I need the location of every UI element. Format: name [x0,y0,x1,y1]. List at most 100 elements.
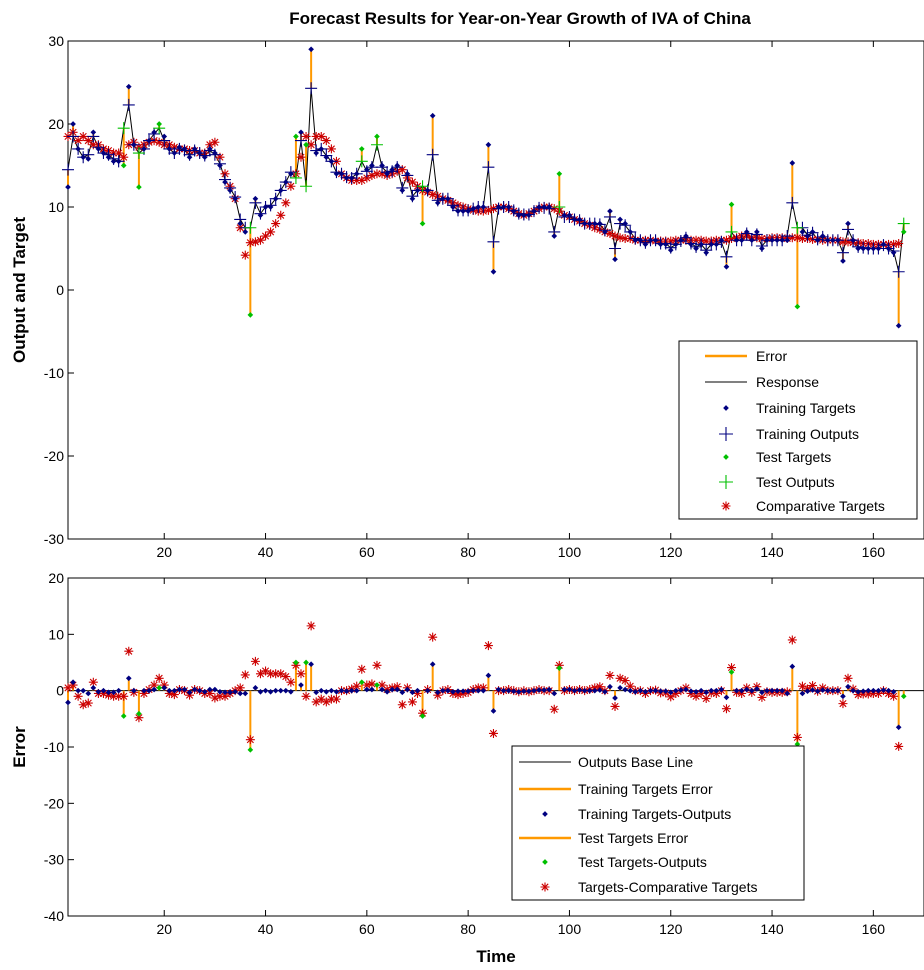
training-error-point [515,688,522,695]
test-error-point [303,659,309,666]
training-target-point [105,154,112,161]
training-error-point [445,687,451,694]
legend-outputs-base-line: Outputs Base Line [578,754,693,770]
training-target-point [450,204,456,210]
comparative-target-point [620,234,630,244]
comparative-target-point [114,148,124,158]
comparative-error-point [321,697,331,707]
training-error-point [662,688,669,695]
training-error-point [75,687,81,694]
comparative-error-point [88,677,98,687]
training-error-point [505,687,512,694]
comparative-error-point [124,646,134,656]
comparative-target-point [326,144,336,154]
training-target-point [490,268,497,275]
test-output-point [897,217,910,230]
training-target-point [870,245,877,252]
y-tick-label: 20 [48,116,64,132]
test-output-point [289,171,302,184]
training-target-point [470,205,477,212]
training-target-point [414,187,421,194]
y-tick-label: 10 [48,626,64,642]
training-error-point [343,688,350,695]
training-target-point [642,241,649,248]
y-tick-label: 30 [48,33,64,49]
training-output-point [305,82,318,95]
training-error-point [439,687,446,694]
training-error-point [206,686,213,693]
comparative-error-point [377,680,387,690]
x-tick-label: 80 [460,921,476,937]
comparative-target-point [397,165,407,175]
comparative-error-point [792,732,802,742]
training-target-point [429,112,436,119]
test-error-point [293,659,299,666]
training-error-point [257,688,264,695]
training-target-point [637,237,644,244]
test-target-point [556,170,563,177]
training-target-point [125,83,132,90]
training-target-point [455,208,461,214]
training-target-point [708,241,715,248]
training-target-point [298,129,304,136]
training-error-point [141,687,147,694]
comparative-error-point [276,669,286,679]
comparative-target-point [797,234,807,244]
training-error-point [131,687,137,694]
training-error-point [850,687,856,694]
training-target-point [824,237,831,244]
training-error-point [612,695,618,701]
training-target-point [379,162,385,169]
training-error-point [738,687,745,694]
training-target-point [809,229,816,235]
training-error-point [277,687,284,694]
comparative-error-point [250,656,260,666]
comparative-error-point [306,621,316,631]
legend-training-outputs: Training Outputs [756,426,859,442]
training-target-point [652,237,659,244]
training-target-point [754,229,760,235]
comparative-error-point [797,681,807,691]
training-error-point [581,687,588,694]
training-error-point [475,687,482,694]
training-output-point [836,246,849,259]
training-error-point [713,687,720,694]
comparative-target-point [73,136,83,146]
training-target-point [475,204,482,210]
training-target-point [541,204,547,210]
training-target-point [885,245,892,252]
training-error-point [151,686,157,693]
y-tick-label: -10 [44,739,64,755]
training-error-point [65,699,71,706]
training-target-point [110,158,117,165]
training-error-point [860,688,867,695]
test-target-point [728,201,735,208]
legend-targets-comparative: Targets-Comparative Targets [578,879,757,895]
comparative-error-point [255,669,265,679]
training-error-point [703,689,710,696]
top-axes: 20 40 60 80 100 120 140 160 -30 -20 -10 0 10 20 30 Out… [10,33,924,560]
training-target-point [348,175,355,181]
training-target-point [272,195,279,202]
test-error-point [374,682,380,688]
training-target-point [515,212,522,219]
comparative-error-point [169,690,179,700]
comparative-error-point [114,691,124,701]
training-error-point [490,708,497,714]
comparative-error-point [610,701,620,711]
training-error-point [90,685,97,691]
comparative-error-point [281,672,291,682]
y-tick-label: 10 [48,199,64,215]
training-output-point [426,148,439,161]
top-legend: Error Response Training Targets Training… [678,340,918,520]
training-target-point [217,162,223,169]
training-error-point [379,686,385,693]
training-error-point [105,689,112,696]
test-error-point [358,679,365,686]
training-error-point [146,687,152,694]
bottom-ticks: 20 40 60 80 100 120 140 160 -40 -30 -20 -10 0 10 20 [44,570,885,937]
training-target-point [718,237,725,244]
test-output-point [416,180,429,193]
training-target-point [480,204,487,210]
training-target-point [333,170,340,177]
